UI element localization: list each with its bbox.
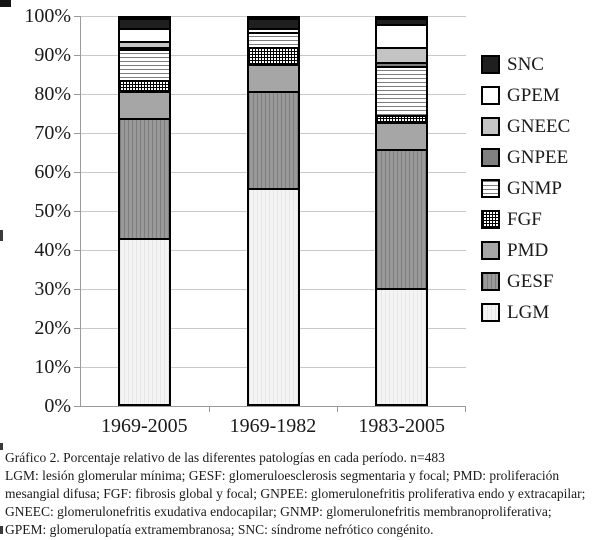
legend-label-SNC: SNC (507, 53, 544, 75)
legend-label-FGF: FGF (507, 208, 542, 230)
y-tick-label: 40% (34, 239, 71, 261)
scan-artifact (0, 526, 3, 534)
y-tick-label: 60% (34, 161, 71, 183)
legend-label-PMD: PMD (507, 239, 549, 261)
segment-LGM (377, 288, 427, 404)
legend-swatch-GNMP (481, 179, 500, 198)
segment-SNC (248, 18, 298, 28)
x-axis-line (74, 406, 466, 407)
segment-GNPEE (119, 46, 169, 49)
y-tick-label: 90% (34, 44, 71, 66)
segment-PMD (377, 122, 427, 150)
segment-PMD (119, 91, 169, 119)
y-tick-mark (74, 289, 81, 290)
segment-PMD (248, 64, 298, 92)
x-tick-mark (465, 407, 466, 412)
segment-GPEM (119, 27, 169, 42)
segment-GPEM (377, 23, 427, 47)
stacked-bar-1969-1982 (246, 16, 300, 406)
segment-FGF (377, 114, 427, 123)
y-tick-label: 80% (34, 83, 71, 105)
y-tick-mark (74, 55, 81, 56)
y-tick-mark (74, 250, 81, 251)
legend-item-PMD: PMD (481, 235, 570, 266)
segment-SNC (119, 17, 169, 28)
x-category-label: 1969-2005 (100, 415, 188, 437)
legend-swatch-SNC (481, 55, 500, 74)
segment-SNC (377, 18, 427, 24)
y-tick-label: 0% (44, 395, 71, 417)
y-tick-mark (74, 94, 81, 95)
legend-label-GNEEC: GNEEC (507, 115, 571, 137)
legend-label-GPEM: GPEM (507, 84, 560, 106)
segment-GNPEE (377, 62, 427, 67)
legend-label-GNPEE: GNPEE (507, 146, 569, 168)
legend-item-GNMP: GNMP (481, 173, 570, 204)
y-tick-mark (74, 172, 81, 173)
x-tick-mark (208, 407, 210, 412)
segment-GNEEC (119, 41, 169, 47)
legend-label-GNMP: GNMP (507, 177, 562, 199)
y-tick-mark (74, 16, 81, 17)
legend-swatch-GESF (481, 272, 500, 291)
legend-item-FGF: FGF (481, 204, 570, 235)
y-tick-mark (74, 367, 81, 368)
segment-GNEEC (377, 46, 427, 63)
legend-swatch-GPEM (481, 86, 500, 105)
y-tick-label: 50% (34, 200, 71, 222)
caption-title: Gráfico 2. Porcentaje relativo de las di… (5, 450, 445, 465)
y-tick-label: 10% (34, 356, 71, 378)
x-category-label: 1983-2005 (358, 415, 445, 437)
segment-GNMP (377, 66, 427, 115)
legend: SNC GPEM GNEEC GNPEE GNMP FGF PMD GESF LGM (481, 49, 570, 328)
segment-GESF (377, 149, 427, 289)
x-tick-mark (337, 407, 339, 412)
stacked-bar-1983-2005 (375, 16, 429, 406)
y-tick-label: 100% (24, 5, 71, 27)
scan-artifact (0, 443, 3, 450)
legend-item-GESF: GESF (481, 266, 570, 297)
legend-label-GESF: GESF (507, 270, 554, 292)
segment-GNMP (119, 48, 169, 80)
segment-FGF (119, 79, 169, 92)
legend-item-GNEEC: GNEEC (481, 111, 570, 142)
x-category-label: 1969-1982 (229, 415, 317, 437)
y-tick-mark (74, 211, 81, 212)
scan-artifact (0, 230, 3, 241)
segment-GNMP (248, 31, 298, 47)
legend-item-GNPEE: GNPEE (481, 142, 570, 173)
segment-GESF (248, 91, 298, 188)
legend-swatch-LGM (481, 303, 500, 322)
segment-FGF (248, 46, 298, 65)
caption: Gráfico 2. Porcentaje relativo de las di… (5, 449, 596, 539)
legend-item-LGM: LGM (481, 297, 570, 328)
segment-LGM (119, 238, 169, 404)
legend-item-GPEM: GPEM (481, 80, 570, 111)
legend-swatch-PMD (481, 241, 500, 260)
y-tick-label: 30% (34, 278, 71, 300)
segment-GESF (119, 118, 169, 239)
legend-swatch-GNEEC (481, 117, 500, 136)
y-tick-label: 70% (34, 122, 71, 144)
legend-item-SNC: SNC (481, 49, 570, 80)
scan-artifact (0, 0, 11, 7)
y-tick-mark (74, 328, 81, 329)
segment-LGM (248, 187, 298, 404)
y-tick-mark (74, 133, 81, 134)
legend-label-LGM: LGM (507, 301, 550, 323)
legend-swatch-FGF (481, 210, 500, 229)
legend-swatch-GNPEE (481, 148, 500, 167)
y-tick-mark (74, 406, 81, 407)
stacked-bar-1969-2005 (117, 16, 171, 406)
y-tick-label: 20% (34, 317, 71, 339)
segment-GPEM (248, 27, 298, 32)
caption-body: LGM: lesión glomerular mínima; GESF: glo… (5, 468, 586, 537)
